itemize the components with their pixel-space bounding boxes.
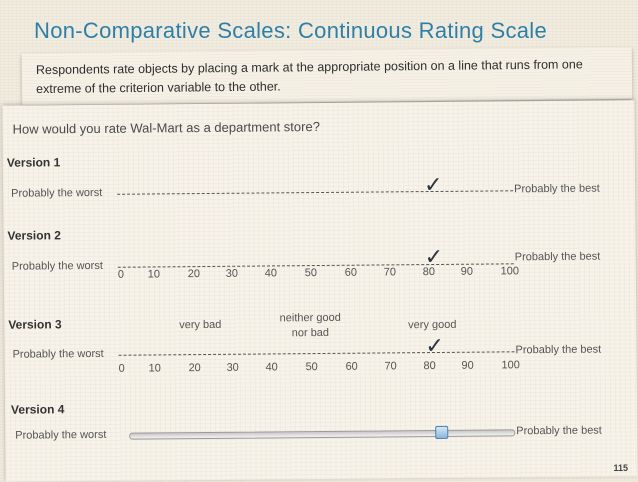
v3-tick-label: 50 — [305, 361, 318, 374]
v3-anchor-very-good: very good — [408, 318, 457, 332]
v2-tick-label: 70 — [383, 266, 397, 279]
version-2-label: Version 2 — [7, 228, 61, 243]
v1-worst-label: Probably the worst — [11, 186, 103, 200]
v3-worst-label: Probably the worst — [12, 347, 104, 361]
v3-anchor-neutral: neither good nor bad — [279, 311, 341, 340]
intro-note: Respondents rate objects by placing a ma… — [21, 46, 633, 106]
v2-tick-label: 90 — [460, 265, 474, 278]
v2-tick-label: 100 — [500, 265, 520, 278]
v3-tick-label: 70 — [384, 360, 397, 373]
v2-tick-label: 0 — [117, 268, 124, 281]
v3-anchor-very-bad: very bad — [179, 318, 222, 332]
v3-best-label: Probably the best — [515, 343, 602, 357]
slide-title: Non-Comparative Scales: Continuous Ratin… — [34, 18, 548, 43]
v1-rating-line — [117, 190, 514, 195]
v3-tick-label: 90 — [461, 359, 474, 372]
v2-tick-label: 50 — [304, 267, 318, 280]
v3-tick-label: 100 — [501, 359, 520, 372]
v3-tick-label: 0 — [118, 362, 125, 375]
v3-rating-line — [118, 351, 515, 356]
v3-check-mark-icon: ✓ — [425, 332, 445, 359]
scale-card: How would you rate Wal-Mart as a departm… — [2, 100, 638, 482]
v3-tick-label: 40 — [265, 361, 278, 374]
version-3-label: Version 3 — [8, 317, 62, 332]
v3-tick-label: 60 — [345, 360, 358, 373]
v3-tick-label: 20 — [188, 362, 201, 375]
v2-tick-label: 10 — [147, 268, 161, 281]
v2-tick-label: 30 — [225, 267, 239, 280]
v4-worst-label: Probably the worst — [15, 428, 107, 442]
v3-tick-label: 10 — [148, 362, 161, 375]
v2-tick-label: 60 — [344, 266, 358, 279]
version-4-label: Version 4 — [10, 402, 65, 417]
page-number: 115 — [613, 463, 628, 473]
v2-tick-label: 80 — [422, 265, 436, 279]
v2-worst-label: Probably the worst — [11, 259, 103, 273]
version-1-label: Version 1 — [6, 155, 61, 170]
v4-best-label: Probably the best — [516, 424, 602, 438]
v3-tick-label: 80 — [423, 359, 436, 373]
v2-tick-label: 40 — [264, 267, 278, 280]
v4-rating-slider[interactable] — [129, 429, 516, 440]
question-text: How would you rate Wal-Mart as a departm… — [12, 118, 320, 137]
v2-check-mark-icon: ✓ — [424, 243, 444, 270]
v1-best-label: Probably the best — [514, 182, 600, 196]
v4-slider-thumb[interactable] — [435, 425, 449, 439]
v3-tick-label: 30 — [226, 361, 239, 374]
v1-check-mark-icon: ✓ — [423, 171, 443, 198]
v2-best-label: Probably the best — [514, 250, 601, 264]
intro-text: Respondents rate objects by placing a ma… — [35, 57, 583, 97]
v2-tick-label: 20 — [187, 268, 201, 281]
